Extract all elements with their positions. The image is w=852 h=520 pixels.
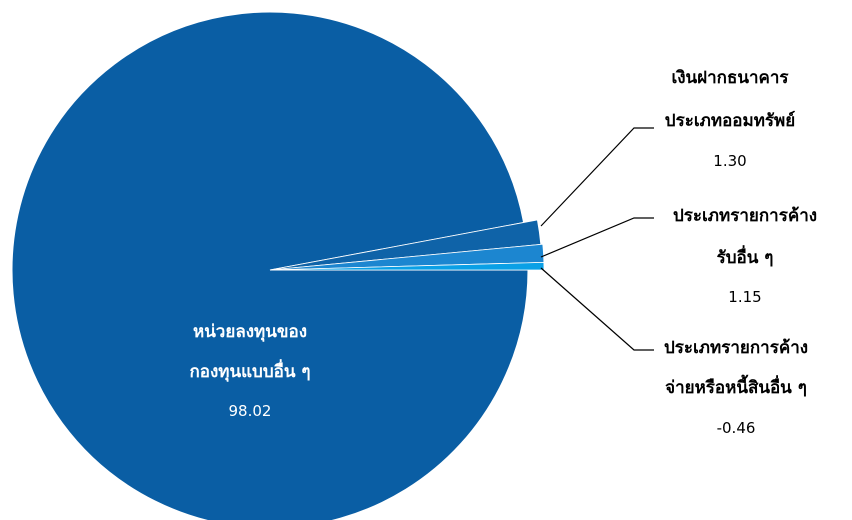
label-savings-deposit-value: 1.30 [713, 152, 746, 170]
leader-savings-deposit [540, 127, 654, 227]
leader-other-receivables [540, 217, 654, 258]
label-other-receivables-value: 1.15 [728, 288, 761, 306]
label-other-payables-line-1: ประเภทรายการค้าง [664, 338, 808, 358]
leader-other-payables [540, 267, 654, 351]
label-other-payables-value: -0.46 [717, 419, 756, 437]
slice-other-funds [11, 11, 529, 520]
label-other-funds-line-2: กองทุนแบบอื่น ๆ [189, 359, 310, 382]
label-other-funds-value: 98.02 [229, 402, 272, 420]
label-other-receivables-line-1: ประเภทรายการค้าง [673, 206, 817, 226]
label-other-funds-line-1: หน่วยลงทุนของ [193, 322, 307, 342]
label-other-receivables-line-2: รับอื่น ๆ [717, 245, 774, 268]
label-other-payables-line-2: จ่ายหรือหนี้สินอื่น ๆ [665, 374, 807, 398]
label-savings-deposit-line-1: เงินฝากธนาคาร [671, 68, 789, 88]
label-savings-deposit-line-2: ประเภทออมทรัพย์ [665, 110, 795, 131]
